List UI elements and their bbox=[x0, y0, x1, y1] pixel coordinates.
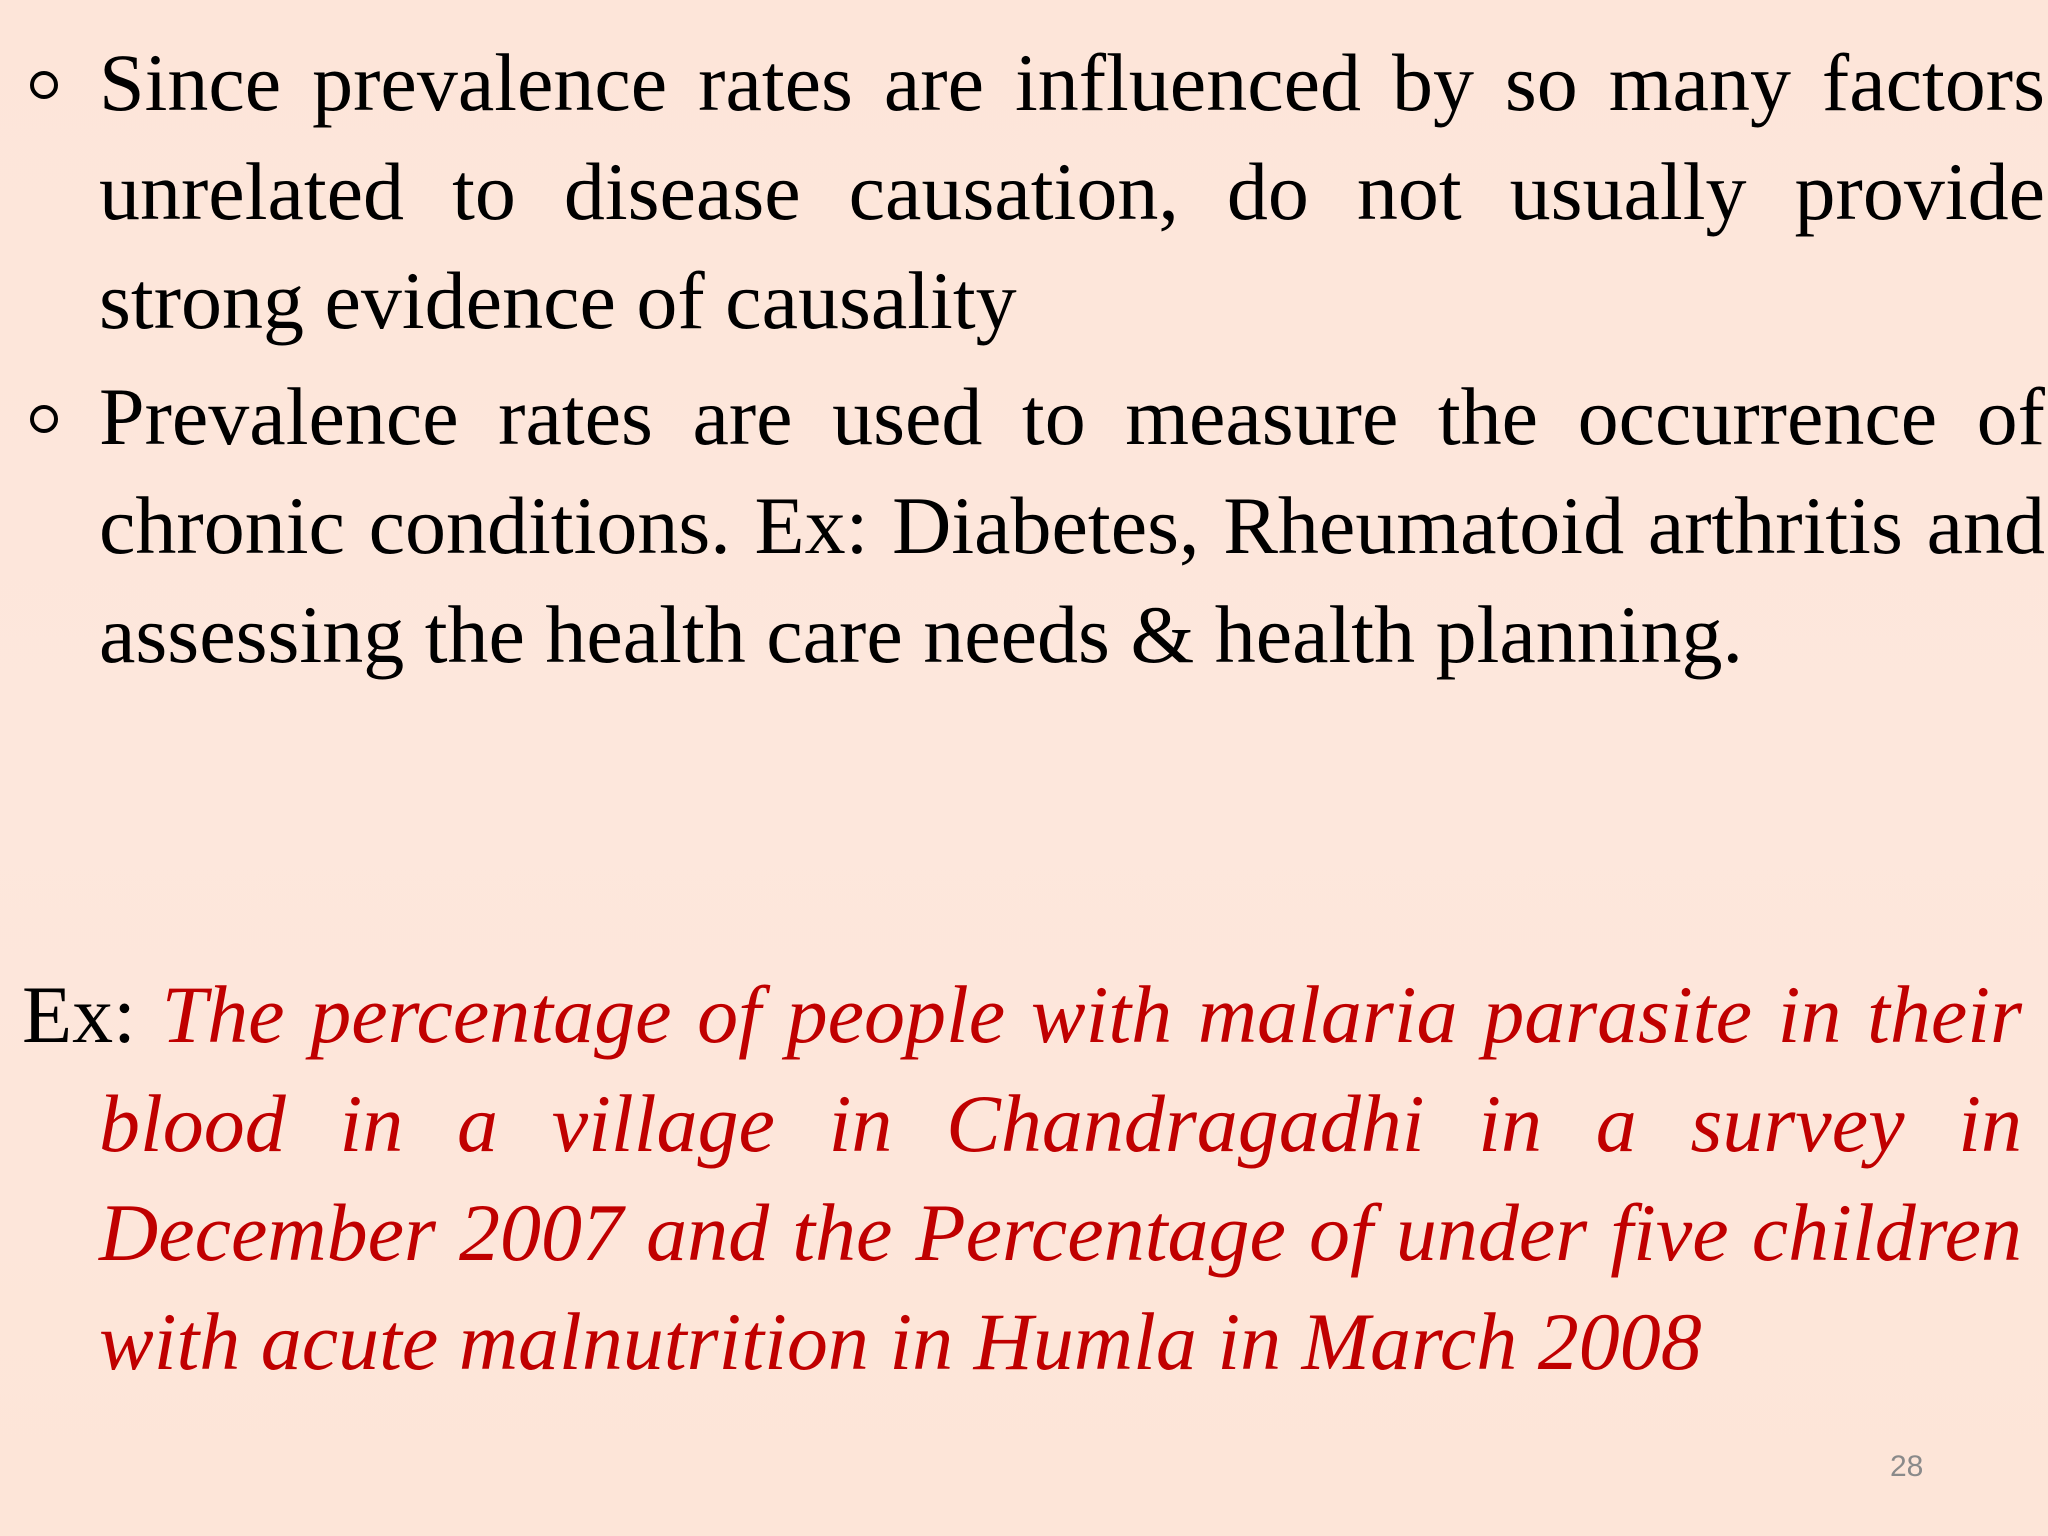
bullet-text: Since prevalence rates are influenced by… bbox=[99, 37, 2045, 346]
bullet-text: Prevalence rates are used to measure the… bbox=[99, 371, 2045, 680]
example-text: The percentage of people with malaria pa… bbox=[99, 969, 2022, 1387]
bullet-item: Prevalence rates are used to measure the… bbox=[22, 362, 2045, 689]
hollow-circle-bullet-icon bbox=[30, 405, 58, 433]
bullet-list: Since prevalence rates are influenced by… bbox=[22, 28, 2045, 696]
example-inner: Ex: The percentage of people with malari… bbox=[22, 969, 2022, 1387]
example-lead: Ex: bbox=[22, 969, 162, 1060]
bullet-item: Since prevalence rates are influenced by… bbox=[22, 28, 2045, 355]
page-number: 28 bbox=[1890, 1450, 1924, 1483]
example-paragraph: Ex: The percentage of people with malari… bbox=[22, 960, 2022, 1396]
hollow-circle-bullet-icon bbox=[30, 71, 58, 99]
